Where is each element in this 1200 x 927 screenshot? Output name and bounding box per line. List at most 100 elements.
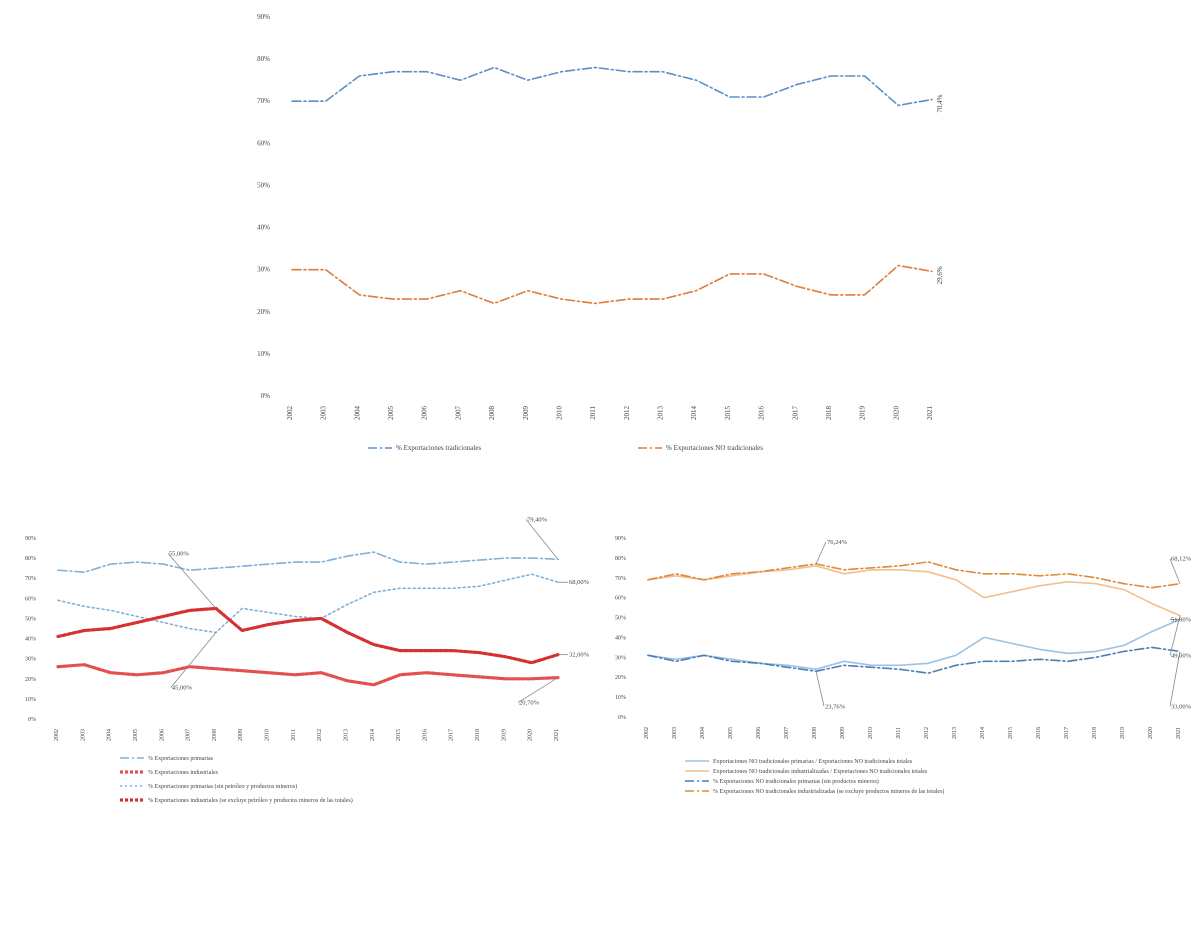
x-tick-label: 2015 — [1008, 727, 1014, 739]
callout-label: 79,40% — [527, 516, 548, 523]
x-tick-label: 2005 — [133, 729, 139, 741]
x-tick-label: 2003 — [80, 729, 86, 741]
y-tick-label: 60% — [25, 596, 36, 602]
x-tick-label: 2011 — [896, 727, 902, 739]
x-tick-label: 2003 — [672, 727, 678, 739]
x-tick-label: 2016 — [758, 406, 766, 421]
legend-label: Exportaciones NO tradicionales primarias… — [713, 759, 913, 765]
x-tick-label: 2009 — [522, 406, 530, 421]
y-tick-label: 50% — [615, 616, 626, 622]
x-tick-label: 2016 — [422, 729, 428, 741]
x-tick-label: 2010 — [868, 727, 874, 739]
y-tick-label: 80% — [615, 556, 626, 562]
non-traditional-exports-chart: 0% 10% 20% 30% 40% 50% 60% 70% 80% 90% 2002 2003 200… — [615, 536, 1192, 795]
x-tick-label: 2018 — [1092, 727, 1098, 739]
x-tick-label: 2008 — [488, 406, 496, 421]
x-tick-label: 2011 — [589, 406, 597, 420]
x-tick-label: 2004 — [353, 406, 361, 421]
y-tick-label: 10% — [257, 350, 270, 358]
x-tick-label: 2017 — [791, 406, 799, 421]
x-tick-label: 2020 — [1148, 727, 1154, 739]
x-tick-label: 2011 — [291, 729, 297, 741]
x-tick-label: 2006 — [421, 406, 429, 421]
callout-line — [1169, 615, 1181, 656]
x-tick-label: 2002 — [54, 729, 60, 741]
y-tick-label: 0% — [28, 717, 36, 723]
x-tick-label: 2009 — [238, 729, 244, 741]
end-value-label: 70,4% — [936, 94, 944, 112]
x-tick-label: 2013 — [952, 727, 958, 739]
x-tick-label: 2002 — [644, 727, 650, 739]
y-tick-label: 20% — [615, 675, 626, 681]
x-tick-label: 2005 — [728, 727, 734, 739]
x-tick-label: 2020 — [528, 729, 534, 741]
y-tick-label: 20% — [25, 677, 36, 683]
legend-label: % Exportaciones tradicionales — [396, 444, 481, 452]
primary-industrial-exports-chart: 0% 10% 20% 30% 40% 50% 60% 70% 80% 90% 2002 2003 200… — [25, 516, 590, 804]
end-value-label: 29,6% — [936, 266, 944, 284]
x-tick-label: 2007 — [784, 727, 790, 739]
legend-label: % Exportaciones primarias — [148, 756, 214, 762]
callout-label: 32,00% — [569, 652, 590, 659]
series-line — [647, 618, 1181, 671]
x-tick-label: 2013 — [657, 406, 665, 421]
x-tick-label: 2002 — [286, 406, 294, 421]
y-tick-label: 0% — [261, 392, 271, 400]
x-tick-label: 2017 — [449, 729, 455, 741]
y-tick-label: 60% — [615, 596, 626, 602]
x-tick-label: 2019 — [501, 729, 507, 741]
y-tick-label: 0% — [618, 715, 626, 721]
callout-line — [815, 541, 827, 565]
x-tick-label: 2015 — [396, 729, 402, 741]
y-tick-label: 40% — [257, 224, 270, 232]
x-tick-label: 2014 — [690, 406, 698, 421]
series-line — [56, 606, 560, 665]
legend-label: % Exportaciones NO tradicionales — [666, 444, 763, 452]
x-tick-label: 2018 — [475, 729, 481, 741]
series-line — [647, 561, 1181, 589]
y-tick-label: 50% — [25, 616, 36, 622]
y-tick-label: 30% — [615, 655, 626, 661]
y-tick-label: 60% — [257, 139, 270, 147]
x-tick-label: 2021 — [554, 729, 560, 741]
x-tick-label: 2009 — [840, 727, 846, 739]
callout-label: 76,24% — [827, 539, 848, 546]
x-tick-label: 2012 — [623, 406, 631, 421]
x-tick-label: 2007 — [454, 406, 462, 421]
x-tick-label: 2006 — [159, 729, 165, 741]
callout-label: 45,00% — [172, 685, 193, 692]
legend-label: % Exportaciones primarias (sin petróleo … — [148, 783, 297, 790]
x-tick-label: 2020 — [892, 406, 900, 421]
callout-line — [1169, 558, 1181, 584]
series-line — [57, 573, 559, 634]
x-tick-label: 2012 — [924, 727, 930, 739]
x-tick-label: 2005 — [387, 406, 395, 421]
y-tick-label: 70% — [25, 576, 36, 582]
callout-label: 68,00% — [569, 579, 590, 586]
callout-line — [1169, 651, 1181, 707]
x-tick-label: 2014 — [370, 729, 376, 741]
legend-label: % Exportaciones NO tradicionales primari… — [713, 778, 879, 785]
x-tick-label: 2008 — [212, 729, 218, 741]
x-tick-label: 2015 — [724, 406, 732, 421]
legend-label: % Exportaciones industriales — [148, 770, 219, 776]
y-tick-label: 10% — [25, 697, 36, 703]
y-tick-label: 70% — [257, 97, 270, 105]
y-tick-label: 20% — [257, 308, 270, 316]
callout-label: 55,00% — [169, 550, 190, 557]
x-tick-label: 2004 — [700, 727, 706, 739]
x-tick-label: 2018 — [825, 406, 833, 421]
traditional-exports-chart: 0% 10% 20% 30% 40% 50% 60% 70% 80% 90% 2002 2003 200… — [257, 13, 944, 452]
x-tick-label: 2021 — [1176, 727, 1182, 739]
callout-line — [167, 553, 217, 609]
y-tick-label: 40% — [25, 637, 36, 643]
y-tick-label: 90% — [25, 536, 36, 542]
callout-line — [517, 677, 559, 703]
callout-line — [815, 671, 825, 707]
callout-label: 23,76% — [825, 703, 846, 710]
x-tick-label: 2019 — [1120, 727, 1126, 739]
series-line — [647, 646, 1181, 674]
x-tick-label: 2007 — [186, 729, 192, 741]
legend-label: % Exportaciones NO tradicionales industr… — [713, 788, 944, 795]
x-tick-label: 2016 — [1036, 727, 1042, 739]
